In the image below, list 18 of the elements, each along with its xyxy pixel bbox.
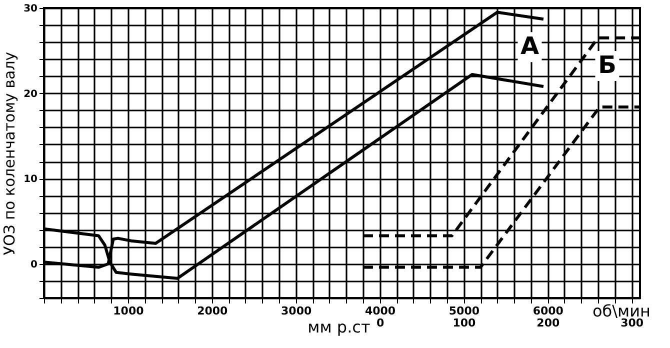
y-axis-title: УОЗ по коленчатому валу — [0, 52, 19, 256]
x2-tick-label: 100 — [452, 316, 476, 330]
x2-axis-title: мм р.ст — [308, 318, 370, 336]
y-tick-label: 20 — [24, 88, 38, 100]
x-tick-label: 2000 — [197, 304, 228, 318]
y-tick-label: 10 — [24, 174, 38, 186]
x2-tick-label: 0 — [376, 316, 384, 330]
x2-tick-label: 300 — [620, 316, 644, 330]
y-tick-label: 0 — [30, 259, 38, 270]
x-tick-label: 6000 — [532, 304, 564, 318]
x-tick-label: 1000 — [113, 304, 144, 318]
x-tick-label: 3000 — [281, 304, 312, 318]
annotation: А — [520, 32, 540, 60]
y-tick-label: 30 — [24, 4, 38, 14]
x2-tick-label: 200 — [536, 316, 560, 330]
x-tick-label: 5000 — [448, 304, 480, 318]
annotation: Б — [598, 51, 616, 79]
x-tick-label: 4000 — [364, 304, 396, 318]
